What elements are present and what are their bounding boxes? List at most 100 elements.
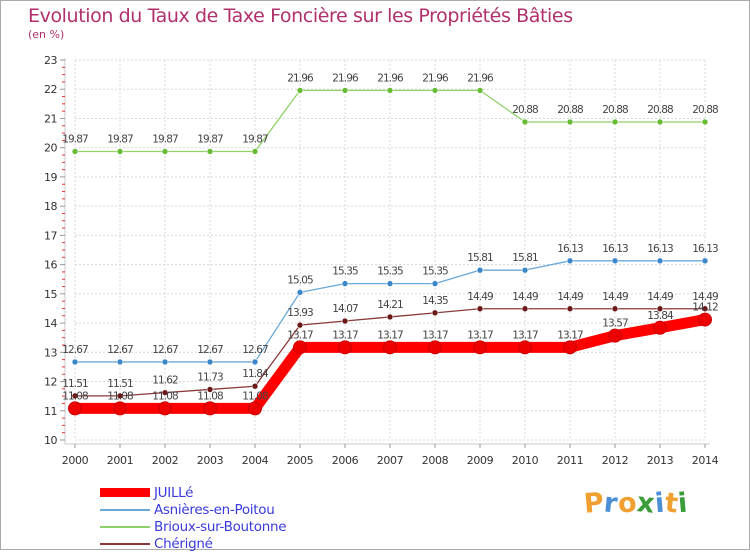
data-point <box>653 320 667 335</box>
data-label: 14.49 <box>467 291 493 303</box>
data-point <box>698 312 712 327</box>
x-tick-label: 2012 <box>602 454 628 467</box>
data-point <box>563 340 577 355</box>
data-label: 16.13 <box>557 243 583 255</box>
data-point <box>296 87 304 94</box>
data-point <box>206 148 214 155</box>
data-point <box>116 392 124 400</box>
data-label: 15.81 <box>512 252 538 264</box>
data-label: 14.49 <box>647 291 673 303</box>
data-label: 21.96 <box>332 72 359 84</box>
data-label: 16.13 <box>692 243 718 255</box>
y-tick-label: 15 <box>44 288 57 301</box>
data-label: 13.84 <box>647 310 674 322</box>
data-point <box>293 340 307 355</box>
data-label: 19.87 <box>62 133 88 145</box>
data-point <box>566 118 574 126</box>
data-point <box>656 305 664 313</box>
chart-legend: JUILLé Asnières-en-Poitou Brioux-sur-Bouto… <box>100 484 287 552</box>
data-point <box>611 118 619 126</box>
x-tick-label: 2006 <box>332 454 359 467</box>
legend-label: Asnières-en-Poitou <box>154 501 275 518</box>
data-label: 20.88 <box>557 104 583 116</box>
x-tick-label: 2009 <box>467 454 494 467</box>
data-point <box>203 401 217 416</box>
data-point <box>251 382 259 390</box>
data-label: 11.51 <box>107 378 133 390</box>
data-label: 20.88 <box>512 104 538 116</box>
data-point <box>71 148 79 155</box>
data-label: 12.67 <box>242 344 268 356</box>
data-label: 15.35 <box>377 266 403 278</box>
data-label: 11.08 <box>107 390 133 402</box>
data-point <box>521 266 529 274</box>
data-label: 21.96 <box>377 72 404 84</box>
legend-item: JUILLé <box>100 484 286 501</box>
data-label: 19.87 <box>242 133 268 145</box>
data-label: 21.96 <box>422 72 449 84</box>
y-tick-label: 13 <box>44 346 57 359</box>
x-tick-label: 2008 <box>422 454 449 467</box>
data-point <box>251 148 259 155</box>
data-point <box>161 389 169 396</box>
x-tick-label: 2005 <box>287 454 314 467</box>
data-point <box>341 317 349 325</box>
y-tick-label: 19 <box>44 171 57 184</box>
data-label: 11.84 <box>242 368 269 380</box>
data-label: 14.49 <box>692 291 718 303</box>
data-label: 14.49 <box>602 291 628 303</box>
legend-item: Asnières-en-Poitou <box>100 501 286 518</box>
legend-swatch <box>100 542 150 545</box>
x-tick-label: 2004 <box>242 454 269 467</box>
legend-item: Chérigné <box>100 535 286 552</box>
data-label: 20.88 <box>692 104 718 116</box>
x-tick-label: 2011 <box>557 454 583 467</box>
data-label: 14.07 <box>332 303 358 315</box>
data-point <box>116 148 124 155</box>
x-tick-label: 2002 <box>152 454 178 467</box>
data-point <box>206 358 214 366</box>
data-label: 11.62 <box>152 375 178 387</box>
y-tick-label: 23 <box>44 54 57 67</box>
data-label: 12.67 <box>62 344 88 356</box>
line-chart: 10 11 12 13 14 15 16 17 18 19 20 21 22 23 2000 2001 2002… <box>44 54 719 467</box>
data-label: 16.13 <box>647 243 673 255</box>
data-point <box>206 386 214 393</box>
y-tick-label: 16 <box>44 259 57 272</box>
logo-letter: i <box>676 487 690 520</box>
data-label: 15.05 <box>287 274 313 286</box>
data-point <box>71 392 79 400</box>
data-label: 16.13 <box>602 243 628 255</box>
data-point <box>521 118 529 126</box>
data-point <box>428 340 442 355</box>
x-tick-label: 2013 <box>647 454 674 467</box>
y-tick-label: 18 <box>44 200 57 213</box>
data-point <box>656 257 664 265</box>
data-point <box>473 340 487 355</box>
data-label: 13.17 <box>422 329 448 341</box>
data-point <box>518 340 532 355</box>
data-point <box>71 358 79 366</box>
data-point <box>116 358 124 366</box>
data-label: 19.87 <box>107 133 133 145</box>
data-label: 15.35 <box>422 266 448 278</box>
data-point <box>701 257 709 265</box>
data-point <box>341 280 349 287</box>
data-label: 12.67 <box>197 344 223 356</box>
legend-label: JUILLé <box>154 484 194 501</box>
data-point <box>386 313 394 321</box>
data-point <box>296 321 304 329</box>
data-point <box>701 118 709 126</box>
data-label: 11.08 <box>152 390 178 402</box>
data-point <box>566 305 574 313</box>
data-label: 19.87 <box>152 133 178 145</box>
data-point <box>521 305 529 313</box>
legend-swatch <box>100 525 150 528</box>
data-point <box>386 87 394 94</box>
series-asnieres-en-poitou: 12.67 12.67 12.67 12.67 12.67 15.05 15.35 15.35… <box>62 243 719 366</box>
data-point <box>251 358 259 366</box>
data-point <box>476 266 484 274</box>
data-point <box>68 401 82 416</box>
data-point <box>701 305 709 313</box>
x-tick-label: 2001 <box>107 454 133 467</box>
